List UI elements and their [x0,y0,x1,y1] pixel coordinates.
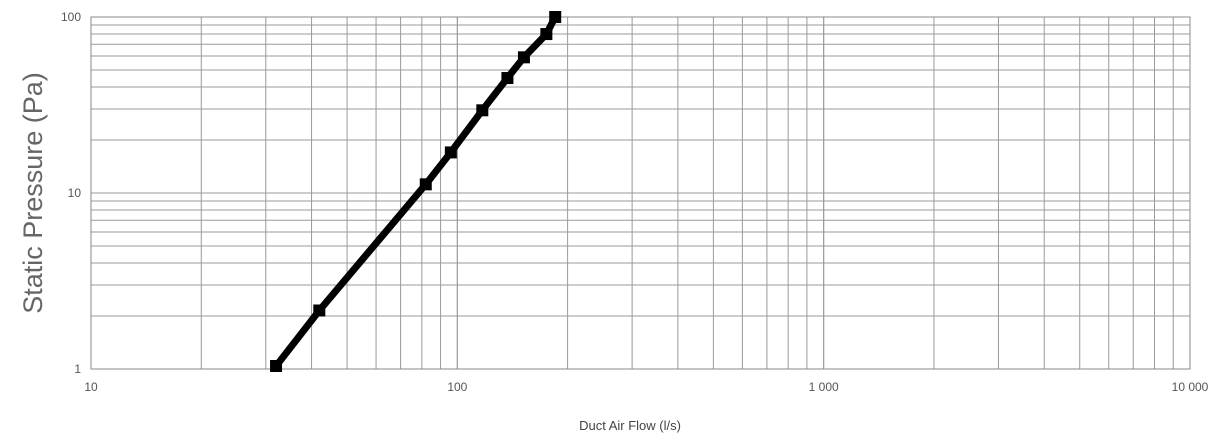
y-tick-label: 1 [74,362,81,376]
data-point-marker [444,146,457,159]
y-tick-label: 100 [61,10,81,24]
series-group [270,11,562,373]
x-tick-label: 10 000 [1172,380,1209,394]
data-point-marker [313,304,326,317]
data-point-marker [476,104,489,117]
data-point-marker [517,51,530,64]
x-axis-tick-labels: 10 100 1 000 10 000 [84,380,1208,394]
grid-lines [90,16,1191,370]
data-point-marker [501,72,514,85]
x-axis-title: Duct Air Flow (l/s) [579,418,681,433]
y-tick-label: 10 [68,186,82,200]
x-tick-label: 100 [447,380,467,394]
data-point-marker [270,360,283,373]
x-tick-label: 1 000 [809,380,839,394]
x-tick-label: 10 [84,380,98,394]
y-axis-tick-labels: 1 10 100 [61,10,81,376]
plot-area-frame [90,16,1191,370]
y-axis-title: Static Pressure (Pa) [18,72,48,314]
data-point-marker [419,178,432,191]
data-point-marker [549,11,562,23]
data-point-marker [540,28,553,41]
